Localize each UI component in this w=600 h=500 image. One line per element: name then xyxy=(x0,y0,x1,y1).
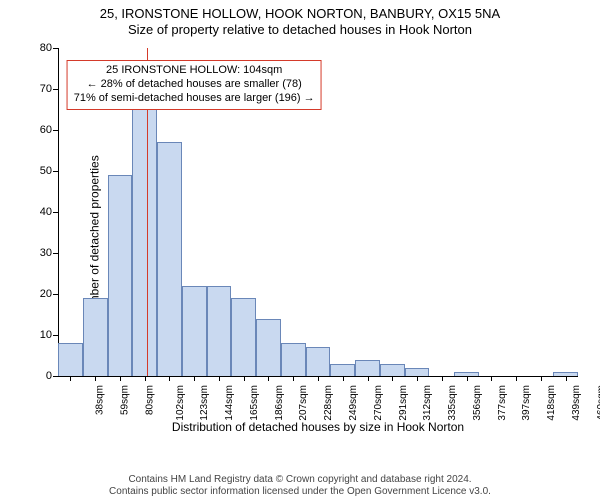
histogram-bar xyxy=(108,175,133,376)
x-tick-label: 312sqm xyxy=(422,385,433,421)
x-tick-label: 59sqm xyxy=(120,385,131,415)
footer-line1: Contains HM Land Registry data © Crown c… xyxy=(0,474,600,486)
y-tick-mark xyxy=(53,335,58,336)
x-tick-label: 165sqm xyxy=(249,385,260,421)
x-tick-label: 270sqm xyxy=(373,385,384,421)
plot: 0102030405060708038sqm59sqm80sqm102sqm12… xyxy=(58,48,578,428)
x-tick-label: 335sqm xyxy=(447,385,458,421)
x-tick-label: 439sqm xyxy=(571,385,582,421)
y-tick-mark xyxy=(53,294,58,295)
x-tick-mark xyxy=(516,376,517,381)
histogram-bar xyxy=(405,368,430,376)
x-tick-mark xyxy=(566,376,567,381)
x-tick-label: 377sqm xyxy=(497,385,508,421)
annotation-line: 71% of semi-detached houses are larger (… xyxy=(74,92,315,106)
y-tick-mark xyxy=(53,376,58,377)
x-axis-label: Distribution of detached houses by size … xyxy=(58,420,578,434)
x-tick-mark xyxy=(219,376,220,381)
y-axis xyxy=(58,48,59,376)
x-tick-mark xyxy=(392,376,393,381)
histogram-bar xyxy=(256,319,281,376)
x-tick-label: 460sqm xyxy=(596,385,600,421)
x-tick-label: 356sqm xyxy=(472,385,483,421)
x-tick-mark xyxy=(541,376,542,381)
x-tick-mark xyxy=(169,376,170,381)
x-tick-mark xyxy=(95,376,96,381)
x-tick-mark xyxy=(318,376,319,381)
x-tick-mark xyxy=(120,376,121,381)
x-tick-mark xyxy=(194,376,195,381)
x-tick-label: 102sqm xyxy=(175,385,186,421)
x-tick-label: 38sqm xyxy=(95,385,106,415)
annotation-box: 25 IRONSTONE HOLLOW: 104sqm← 28% of deta… xyxy=(67,60,322,109)
x-tick-label: 144sqm xyxy=(224,385,235,421)
histogram-bar xyxy=(182,286,207,376)
x-tick-label: 80sqm xyxy=(144,385,155,415)
histogram-bar xyxy=(330,364,355,376)
histogram-bar xyxy=(207,286,232,376)
x-tick-mark xyxy=(293,376,294,381)
footer-line2: Contains public sector information licen… xyxy=(0,486,600,498)
histogram-bar xyxy=(58,343,83,376)
x-tick-mark xyxy=(70,376,71,381)
histogram-bar xyxy=(132,101,157,376)
x-tick-label: 228sqm xyxy=(323,385,334,421)
x-tick-mark xyxy=(268,376,269,381)
x-tick-label: 397sqm xyxy=(521,385,532,421)
histogram-bar xyxy=(306,347,331,376)
x-tick-label: 207sqm xyxy=(299,385,310,421)
histogram-bar xyxy=(281,343,306,376)
chart-titles: 25, IRONSTONE HOLLOW, HOOK NORTON, BANBU… xyxy=(0,0,600,37)
title-main: 25, IRONSTONE HOLLOW, HOOK NORTON, BANBU… xyxy=(0,6,600,21)
annotation-line: ← 28% of detached houses are smaller (78… xyxy=(74,78,315,92)
x-tick-label: 291sqm xyxy=(398,385,409,421)
title-sub: Size of property relative to detached ho… xyxy=(0,22,600,37)
histogram-bar xyxy=(231,298,256,376)
x-tick-label: 418sqm xyxy=(546,385,557,421)
y-tick-mark xyxy=(53,171,58,172)
x-tick-mark xyxy=(467,376,468,381)
histogram-bar xyxy=(83,298,108,376)
x-tick-mark xyxy=(491,376,492,381)
histogram-bar xyxy=(380,364,405,376)
y-tick-mark xyxy=(53,212,58,213)
histogram-bar xyxy=(157,142,182,376)
y-tick-mark xyxy=(53,89,58,90)
x-tick-mark xyxy=(343,376,344,381)
y-tick-mark xyxy=(53,48,58,49)
x-tick-mark xyxy=(442,376,443,381)
annotation-line: 25 IRONSTONE HOLLOW: 104sqm xyxy=(74,64,315,78)
x-tick-mark xyxy=(244,376,245,381)
x-tick-mark xyxy=(368,376,369,381)
histogram-bar xyxy=(355,360,380,376)
x-tick-mark xyxy=(145,376,146,381)
y-tick-mark xyxy=(53,253,58,254)
x-tick-mark xyxy=(417,376,418,381)
x-tick-label: 186sqm xyxy=(274,385,285,421)
y-tick-mark xyxy=(53,130,58,131)
x-tick-label: 249sqm xyxy=(348,385,359,421)
chart-area: Number of detached properties 0102030405… xyxy=(58,48,578,428)
footer: Contains HM Land Registry data © Crown c… xyxy=(0,474,600,498)
x-tick-label: 123sqm xyxy=(200,385,211,421)
